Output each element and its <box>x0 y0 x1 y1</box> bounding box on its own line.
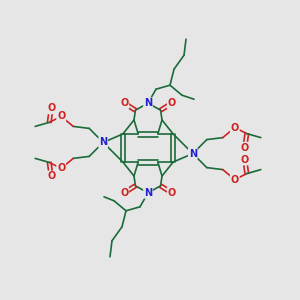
Text: O: O <box>47 171 55 182</box>
Text: O: O <box>168 188 176 198</box>
Text: O: O <box>47 103 55 113</box>
Text: N: N <box>189 148 197 159</box>
Text: O: O <box>57 164 65 173</box>
Text: N: N <box>144 188 152 198</box>
Text: O: O <box>57 111 65 122</box>
Text: N: N <box>144 98 152 108</box>
Text: O: O <box>120 188 128 198</box>
Text: O: O <box>231 123 239 133</box>
Text: N: N <box>99 137 107 147</box>
Text: O: O <box>241 142 249 153</box>
Text: O: O <box>241 154 249 165</box>
Text: O: O <box>168 98 176 108</box>
Text: O: O <box>120 98 128 108</box>
Text: O: O <box>231 175 239 184</box>
